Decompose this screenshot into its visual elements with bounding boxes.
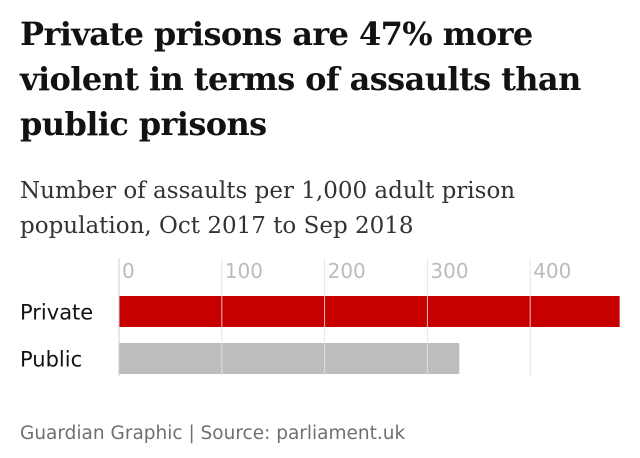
chart-title: Private prisons are 47% more violent in … <box>20 15 581 143</box>
tick-label-300: 300 <box>430 259 468 283</box>
chart-subtitle: Number of assaults per 1,000 adult priso… <box>20 178 516 239</box>
category-label-public: Public <box>20 348 82 372</box>
bar-private <box>119 296 620 327</box>
tick-label-400: 400 <box>533 259 571 283</box>
category-label-private: Private <box>20 301 93 325</box>
bar-public <box>119 343 460 374</box>
tick-label-0: 0 <box>122 259 135 283</box>
bar-chart: 0 100 200 300 400 Private Public <box>20 258 620 376</box>
tick-label-200: 200 <box>328 259 366 283</box>
source-note: Guardian Graphic | Source: parliament.uk <box>20 423 406 444</box>
tick-label-100: 100 <box>225 259 263 283</box>
